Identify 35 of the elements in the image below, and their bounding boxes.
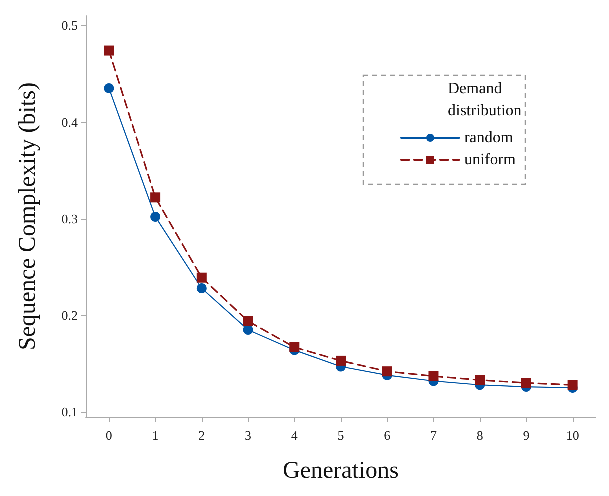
x-tick-label: 0 [106, 428, 112, 443]
point [243, 316, 254, 326]
point [150, 212, 161, 222]
legend-label: uniform [464, 152, 517, 168]
x-axis-title: Generations [283, 458, 399, 484]
point [196, 272, 207, 283]
y-tick-label: 0.5 [62, 18, 78, 34]
point [382, 366, 392, 377]
x-tick-label: 6 [384, 428, 392, 443]
y-tick-label: 0.2 [62, 308, 78, 324]
x-tick-label: 7 [430, 428, 438, 443]
legend-label: random [464, 130, 514, 146]
point [150, 192, 161, 203]
point [104, 83, 114, 94]
point [196, 283, 207, 294]
x-tick-label: 3 [245, 428, 252, 443]
x-tick-label: 10 [566, 428, 580, 443]
x-tick-label: 9 [523, 428, 530, 443]
point [475, 375, 486, 386]
point [428, 371, 439, 382]
x-tick-label: 5 [338, 428, 344, 443]
point [104, 46, 114, 56]
point [568, 380, 578, 390]
point [336, 356, 346, 366]
point [521, 378, 532, 388]
point [290, 342, 300, 352]
x-tick-label: 4 [291, 428, 298, 443]
y-axis-title: Sequence Complexity (bits) [15, 82, 41, 350]
x-tick-label: 8 [476, 428, 484, 443]
y-tick-label: 0.3 [62, 211, 78, 226]
y-tick-label: 0.1 [62, 404, 78, 420]
x-tick-label: 1 [152, 428, 159, 443]
point [243, 325, 254, 336]
y-tick-label: 0.4 [62, 114, 78, 130]
x-tick-label: 2 [198, 428, 206, 443]
